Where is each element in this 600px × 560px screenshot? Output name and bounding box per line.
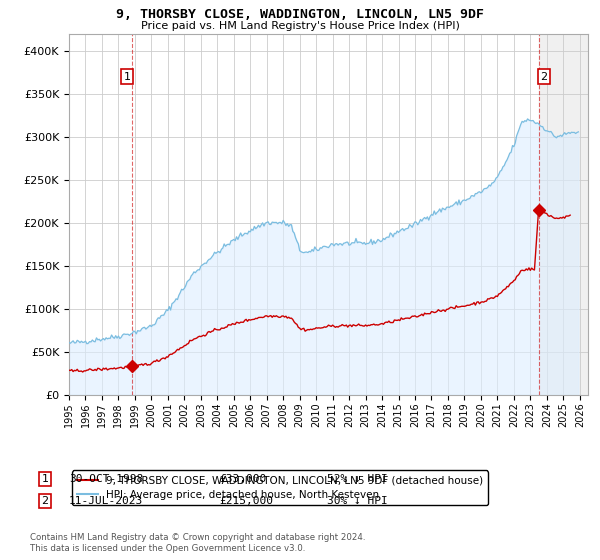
Text: £215,000: £215,000	[219, 496, 273, 506]
Bar	[539, 34, 588, 395]
Text: 9, THORSBY CLOSE, WADDINGTON, LINCOLN, LN5 9DF: 9, THORSBY CLOSE, WADDINGTON, LINCOLN, L…	[116, 8, 484, 21]
Text: 1: 1	[124, 72, 131, 82]
Text: Price paid vs. HM Land Registry's House Price Index (HPI): Price paid vs. HM Land Registry's House …	[140, 21, 460, 31]
Text: 1: 1	[41, 474, 49, 484]
Text: £33,000: £33,000	[219, 474, 266, 484]
Bar	[539, 34, 588, 395]
Legend: 9, THORSBY CLOSE, WADDINGTON, LINCOLN, LN5 9DF (detached house), HPI: Average pr: 9, THORSBY CLOSE, WADDINGTON, LINCOLN, L…	[71, 470, 488, 505]
Text: 11-JUL-2023: 11-JUL-2023	[69, 496, 143, 506]
Text: 52% ↓ HPI: 52% ↓ HPI	[327, 474, 388, 484]
Text: Contains HM Land Registry data © Crown copyright and database right 2024.
This d: Contains HM Land Registry data © Crown c…	[30, 533, 365, 553]
Text: 2: 2	[541, 72, 548, 82]
Text: 2: 2	[41, 496, 49, 506]
Text: 30% ↓ HPI: 30% ↓ HPI	[327, 496, 388, 506]
Text: 30-OCT-1998: 30-OCT-1998	[69, 474, 143, 484]
